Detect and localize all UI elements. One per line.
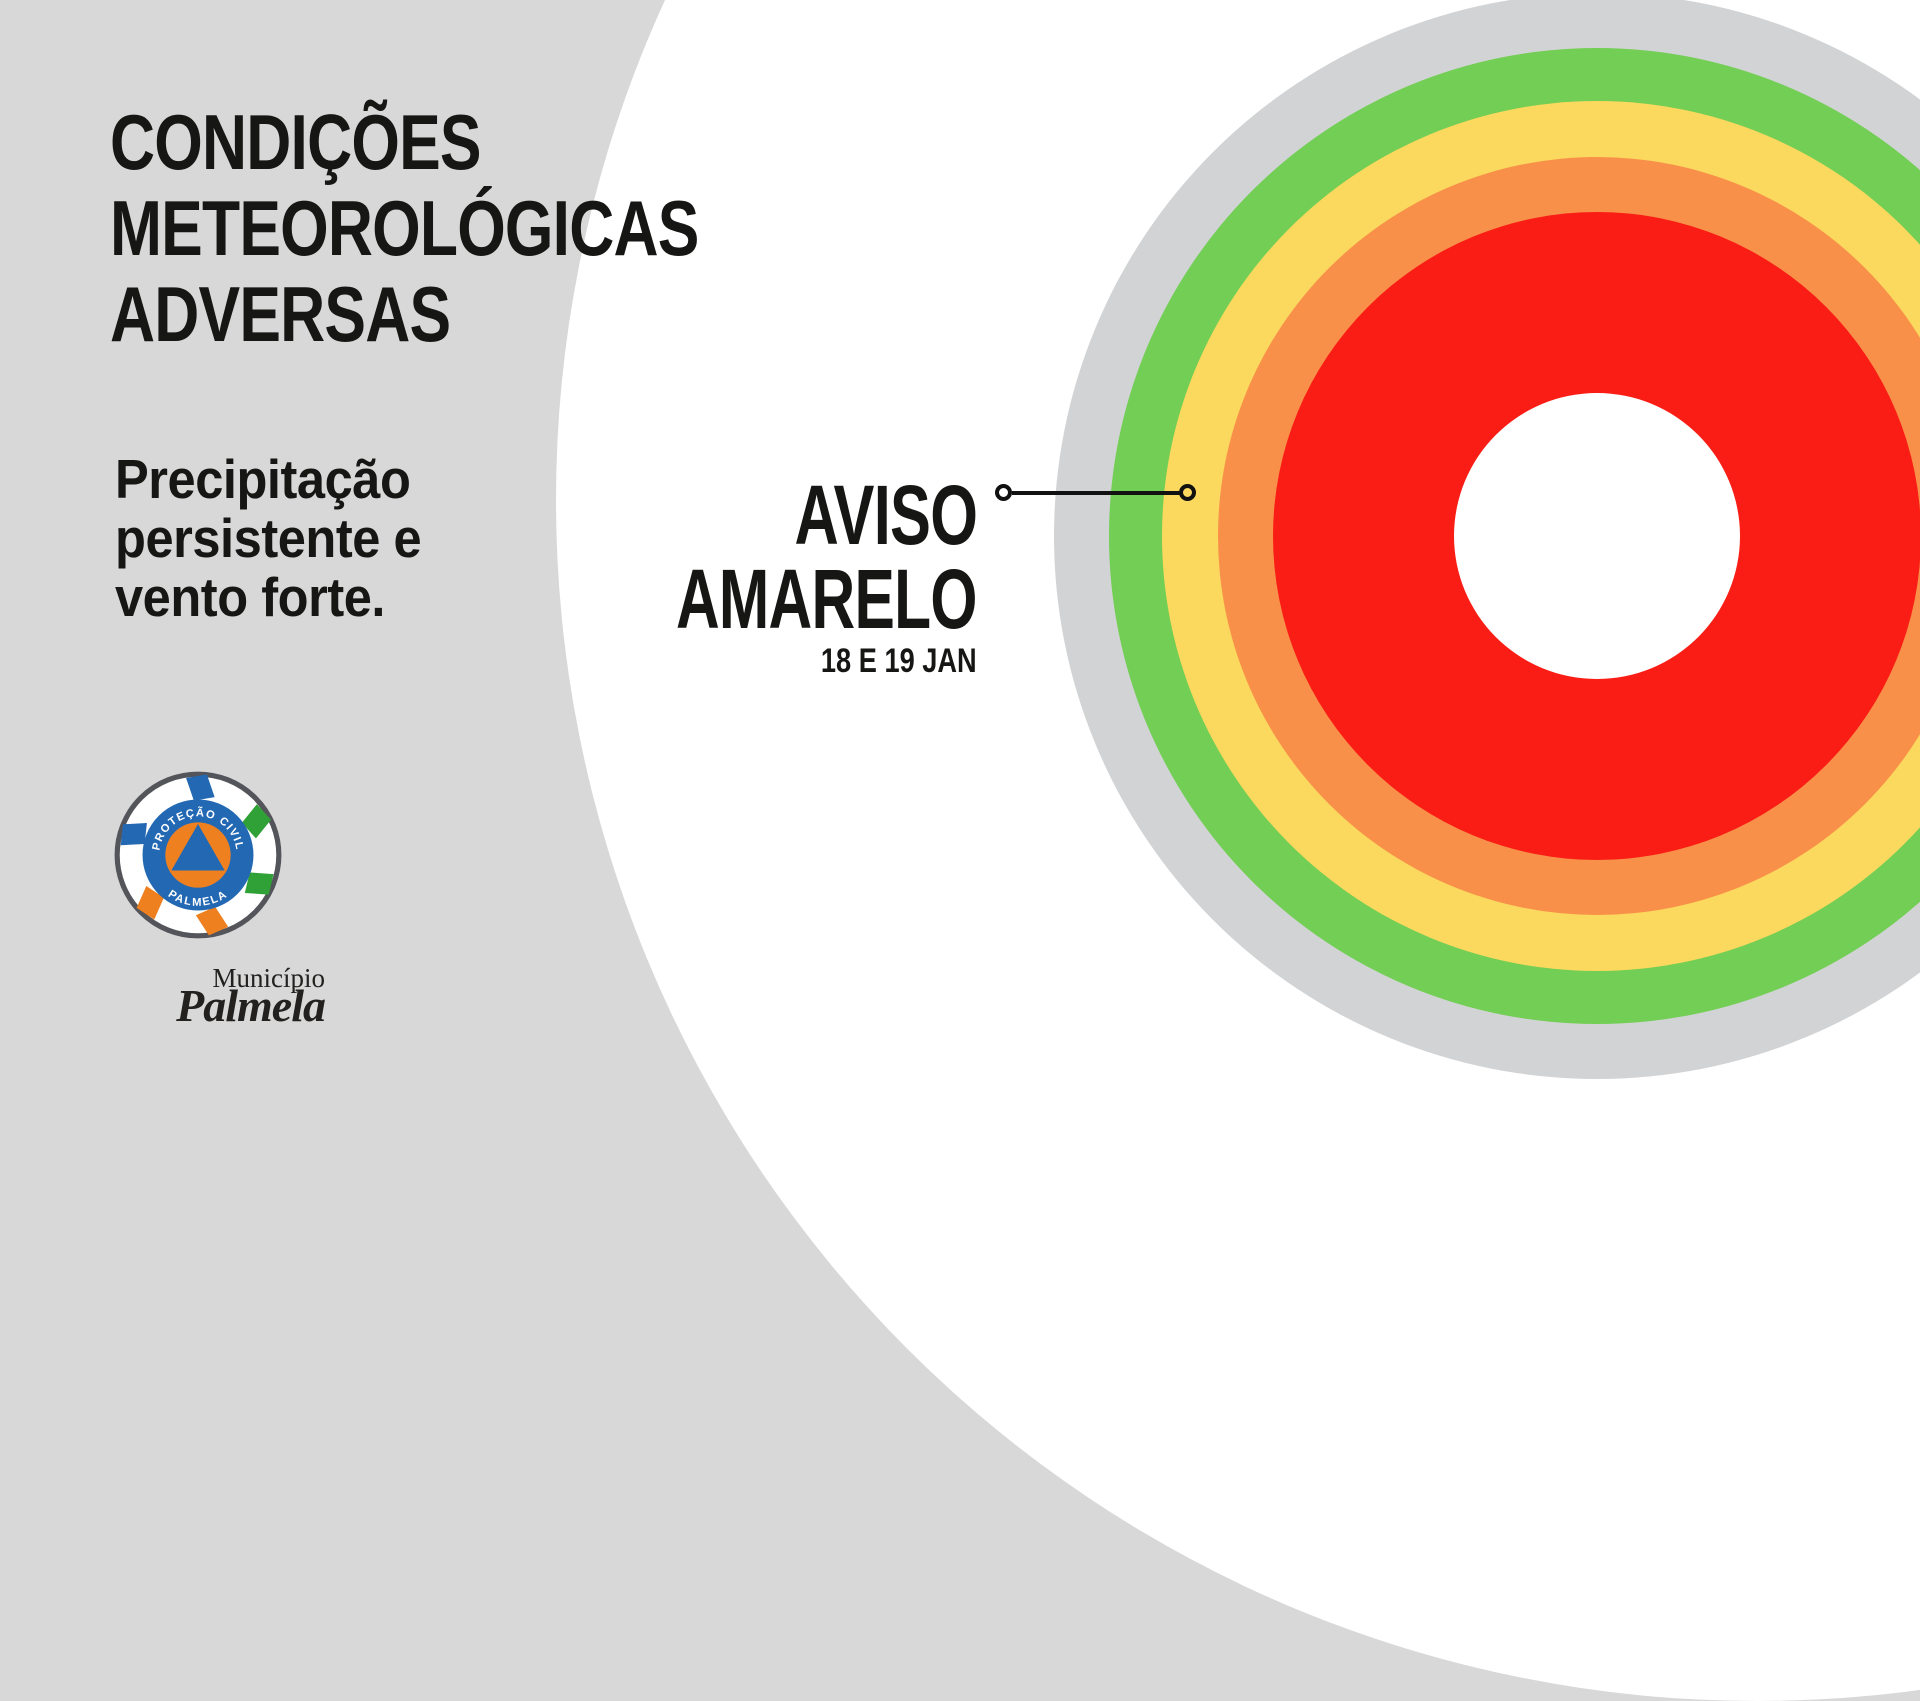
subtitle-line-3: vento forte.	[115, 566, 385, 628]
callout-dot-right	[1179, 484, 1196, 501]
title-line-1: CONDIÇÕES	[110, 98, 482, 186]
badge-blue-ring	[142, 799, 254, 911]
warning-dates: 18 E 19 JAN	[821, 642, 977, 680]
callout-line	[1012, 491, 1180, 495]
callout-dot-left	[995, 484, 1012, 501]
subtitle-line-2: persistente e	[115, 507, 422, 569]
title-line-2: METEOROLÓGICAS	[110, 184, 699, 272]
wordmark-palmela: Palmela	[176, 980, 326, 1031]
warning-label-word2: AMARELO	[676, 552, 977, 646]
subtitle: Precipitação persistente e vento forte.	[115, 448, 422, 628]
badge-diamond-blue-top	[186, 774, 215, 801]
title-line-3: ADVERSAS	[110, 270, 451, 358]
badge-diamond-blue-upper-left	[120, 823, 147, 846]
subtitle-line-1: Precipitação	[115, 448, 411, 510]
civil-protection-badge-icon: PROTEÇÃO CIVIL PALMELA	[114, 771, 282, 939]
badge-diamond-orange-bottom	[195, 906, 229, 936]
wordmark-municipio: Município	[212, 963, 326, 993]
badge-diamond-green-upper-right	[241, 804, 272, 839]
badge-triangle-icon	[171, 824, 225, 871]
warning-label-word1: AVISO	[794, 468, 977, 562]
municipality-wordmark: Município Palmela	[60, 963, 326, 1031]
poster-canvas: { "colors": { "page_bg": "#d8d8d8", "pan…	[60, 0, 1920, 1701]
page-title: CONDIÇÕES METEOROLÓGICAS ADVERSAS	[110, 99, 699, 357]
badge-diamonds	[120, 774, 274, 936]
badge-diamond-orange-lower-left	[136, 886, 164, 920]
badge-diamond-green-lower-right	[244, 872, 274, 895]
warning-ring-center-circle	[1454, 393, 1740, 679]
